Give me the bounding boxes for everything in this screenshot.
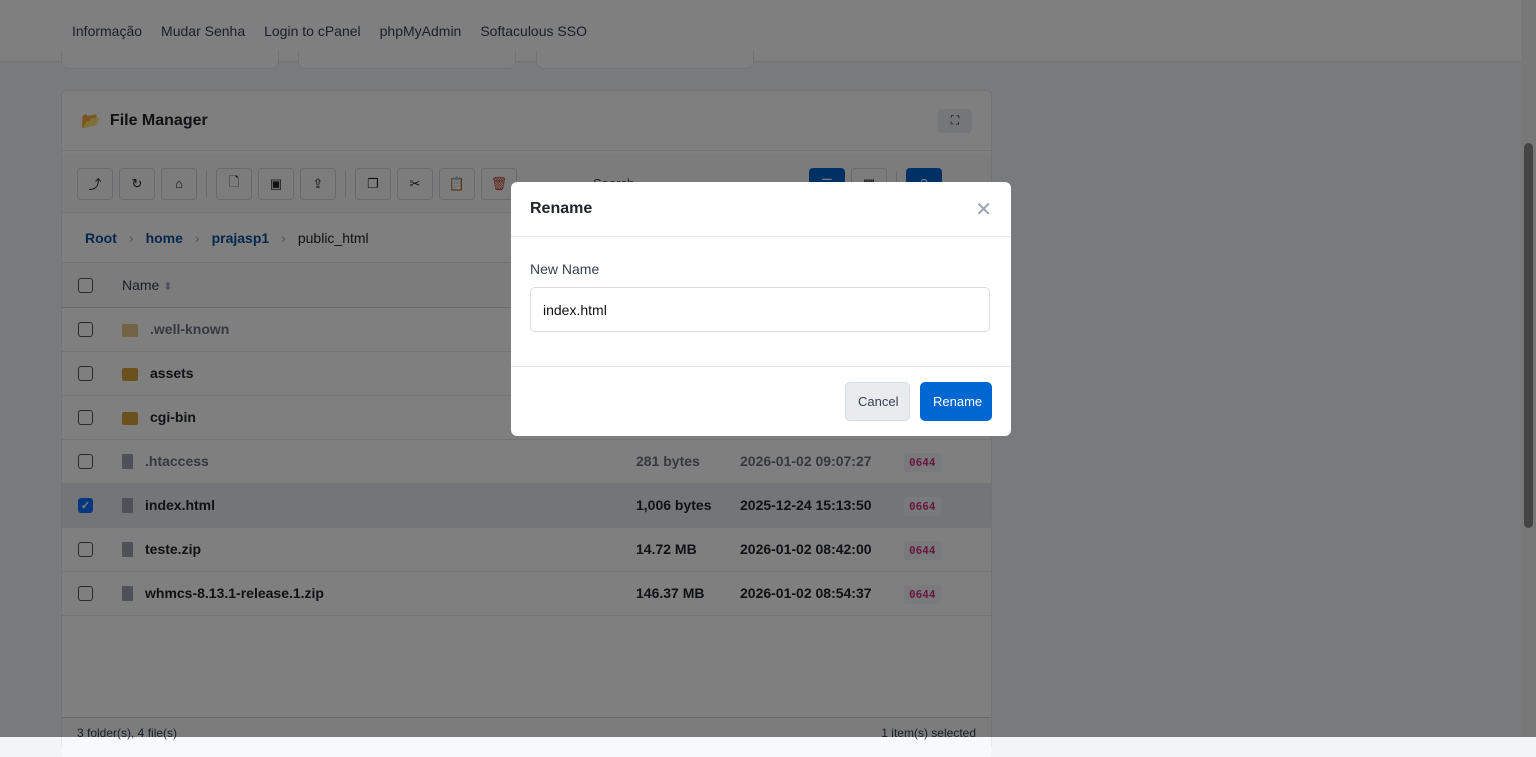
rename-button[interactable]: Rename xyxy=(920,382,992,421)
close-icon[interactable]: ✕ xyxy=(975,198,992,221)
new-name-input[interactable] xyxy=(530,287,990,332)
new-name-label: New Name xyxy=(530,261,600,277)
cancel-button[interactable]: Cancel xyxy=(845,382,910,421)
rename-dialog: Rename ✕ New Name Cancel Rename xyxy=(511,182,1011,436)
dialog-title: Rename xyxy=(530,200,593,217)
